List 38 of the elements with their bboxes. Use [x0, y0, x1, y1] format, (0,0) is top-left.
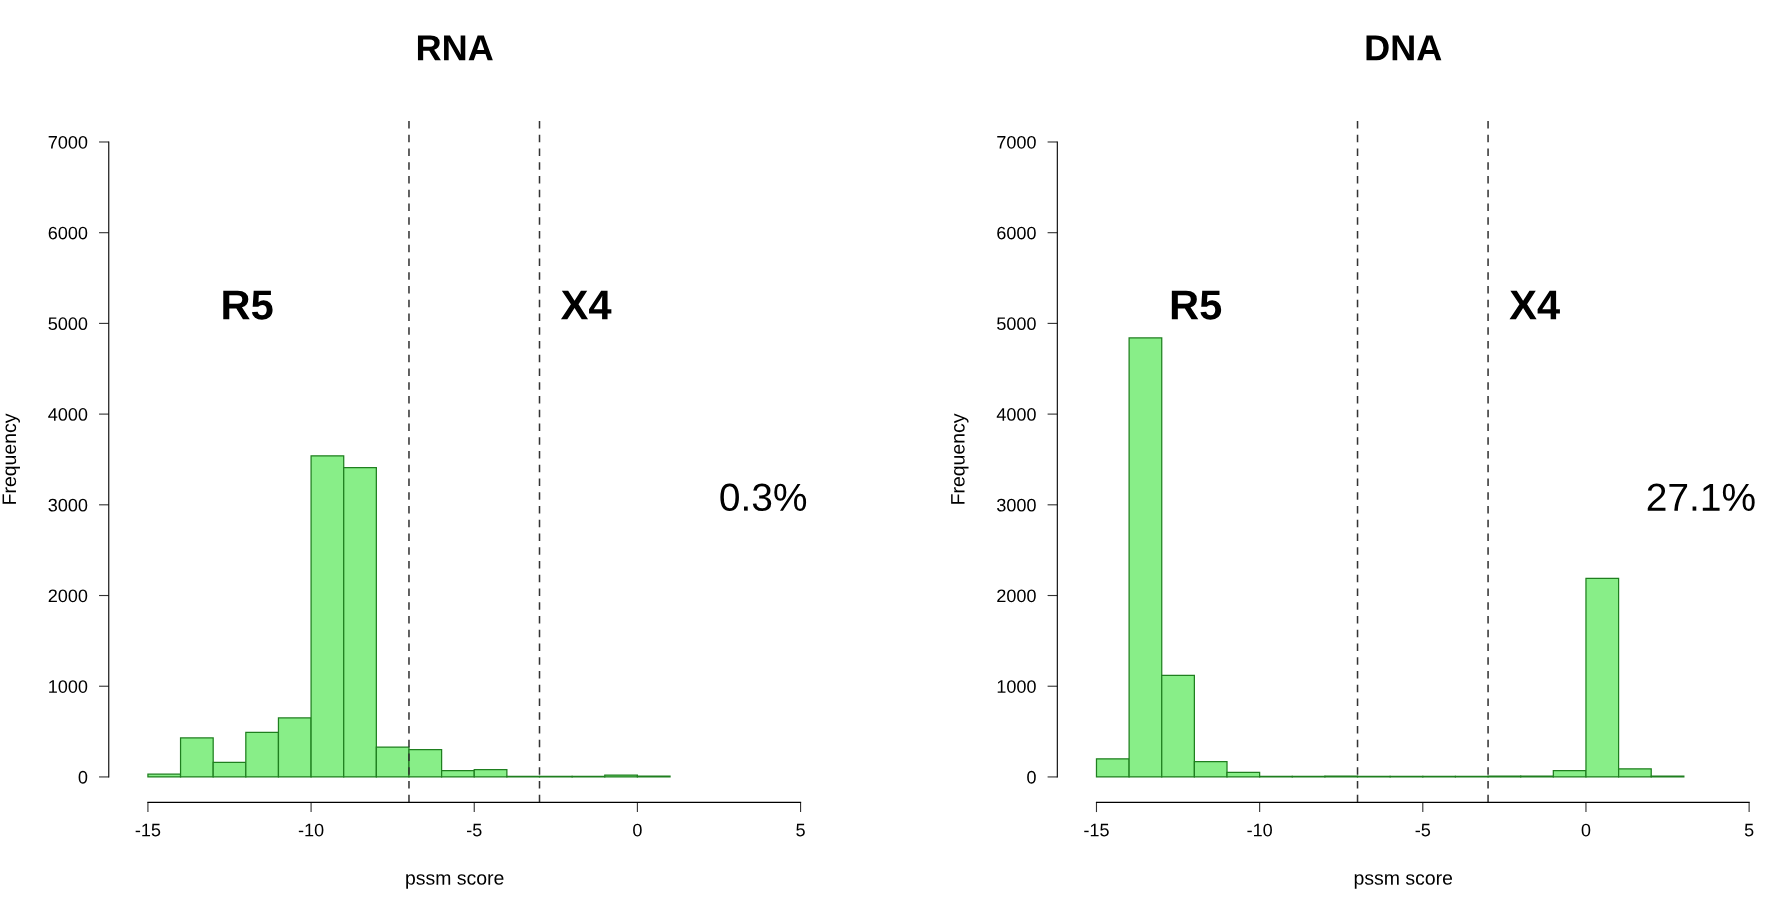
y-tick-label: 3000: [48, 498, 88, 512]
y-tick-label: 3000: [997, 498, 1036, 512]
annotation: 27.1%: [1647, 483, 1755, 511]
y-axis-title: Frequency: [2, 413, 20, 504]
y-tick-label: 6000: [997, 226, 1036, 240]
y-tick-label: 0: [1027, 770, 1036, 784]
y-tick-label: 1000: [997, 680, 1036, 693]
x-tick-label: -5: [1415, 823, 1431, 837]
x-tick-label: -10: [1247, 823, 1272, 837]
y-tick-label: 2000: [48, 589, 88, 603]
x-tick-label: 0: [1581, 823, 1591, 837]
y-tick-label: 0: [78, 770, 88, 784]
y-tick-label: 4000: [48, 408, 88, 421]
y-tick-label: 1000: [49, 680, 88, 693]
x-tick-label: 5: [1744, 823, 1754, 837]
annotation: X4: [560, 290, 612, 320]
y-tick-label: 4000: [996, 408, 1036, 421]
x-tick-label: -10: [298, 823, 324, 837]
x-tick-label: 0: [633, 823, 642, 837]
x-tick-label: -15: [1084, 823, 1109, 837]
y-tick-label: 5000: [997, 317, 1036, 331]
annotation: X4: [1509, 290, 1560, 320]
y-tick-label: 7000: [48, 135, 88, 149]
chart-title: RNA: [417, 35, 493, 61]
annotation: 0.3%: [720, 483, 807, 512]
annotation: R5: [1171, 290, 1222, 320]
x-axis-title: pssm score: [406, 874, 504, 889]
y-tick-label: 6000: [48, 226, 88, 240]
x-tick-label: -15: [135, 823, 161, 837]
annotation: R5: [223, 290, 273, 320]
x-tick-label: 5: [796, 823, 805, 837]
chart-title: DNA: [1366, 35, 1442, 61]
y-axis-title: Frequency: [951, 413, 969, 504]
y-tick-label: 2000: [997, 589, 1036, 603]
y-tick-label: 5000: [48, 317, 88, 331]
x-tick-label: -5: [467, 823, 482, 837]
y-tick-label: 7000: [997, 135, 1036, 149]
x-axis-title: pssm score: [1354, 874, 1453, 889]
